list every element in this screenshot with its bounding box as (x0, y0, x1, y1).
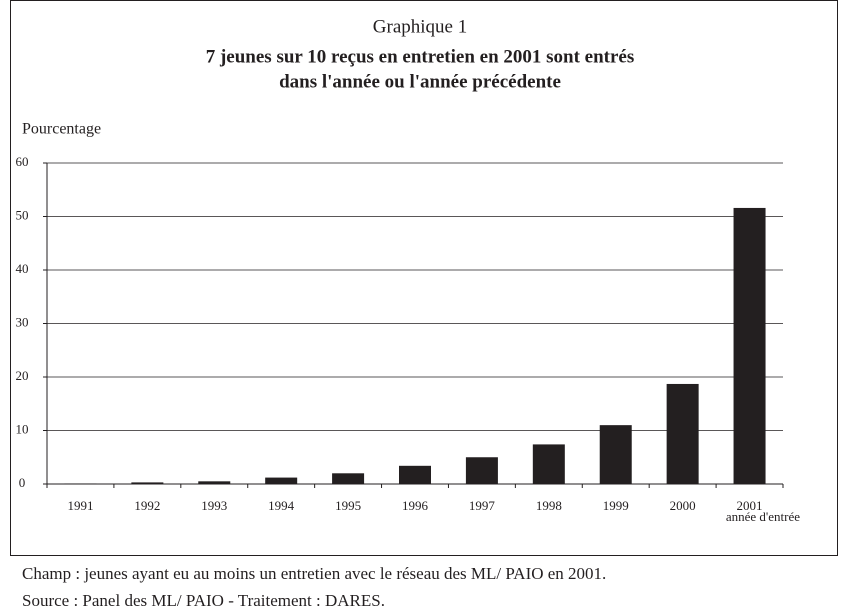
bar (465, 457, 498, 484)
bar (532, 444, 565, 484)
chart-title: dans l'année ou l'année précédente (279, 71, 561, 92)
y-axis-label: Pourcentage (22, 121, 101, 138)
x-tick-label: 1994 (268, 498, 295, 513)
bar (131, 482, 164, 484)
x-tick-label: 1991 (67, 498, 93, 513)
bar (64, 483, 97, 484)
bar (666, 383, 699, 484)
x-tick-label: 1995 (335, 498, 361, 513)
x-axis-label: année d'entrée (726, 509, 800, 524)
x-tick-label: 2001 (737, 498, 763, 513)
y-tick-label: 20 (16, 368, 29, 383)
y-tick-label: 50 (16, 207, 29, 222)
x-tick-label: 1997 (469, 498, 496, 513)
bar (265, 477, 298, 484)
y-tick-label: 30 (16, 314, 29, 329)
bar (332, 473, 365, 484)
x-tick-label: 1992 (134, 498, 160, 513)
x-tick-label: 1993 (201, 498, 227, 513)
frame (10, 0, 838, 556)
note: Source : Panel des ML/ PAIO - Traitement… (22, 591, 385, 610)
x-tick-label: 1998 (536, 498, 562, 513)
bar (733, 207, 766, 484)
x-tick-label: 1999 (603, 498, 629, 513)
y-tick-label: 40 (16, 261, 29, 276)
bar (198, 481, 231, 484)
x-tick-label: 1996 (402, 498, 429, 513)
y-tick-label: 0 (19, 475, 26, 490)
bar (599, 425, 632, 484)
y-tick-label: 60 (16, 154, 29, 169)
chart-title: 7 jeunes sur 10 reçus en entretien en 20… (206, 46, 635, 67)
chart-label: Graphique 1 (373, 16, 467, 37)
note: Champ : jeunes ayant eu au moins un entr… (22, 564, 606, 583)
x-tick-label: 2000 (670, 498, 696, 513)
bar (399, 465, 431, 484)
y-tick-label: 10 (16, 421, 29, 436)
